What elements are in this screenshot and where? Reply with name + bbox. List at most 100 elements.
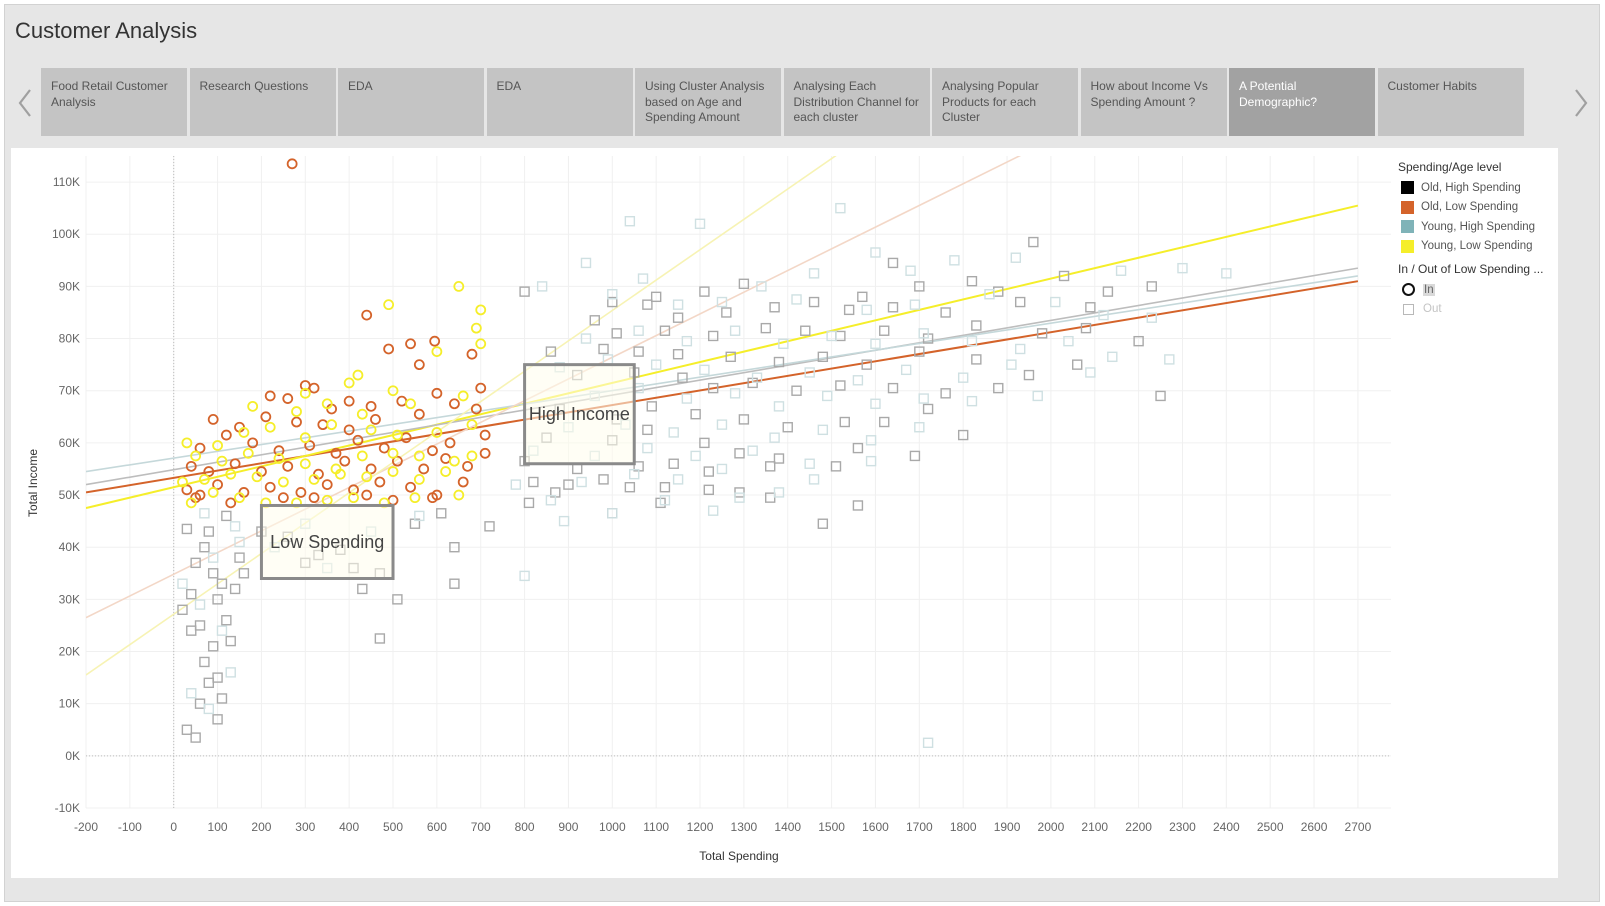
data-point — [721, 307, 732, 318]
data-point — [993, 382, 1004, 394]
data-point — [817, 518, 829, 529]
data-point — [773, 453, 785, 464]
data-point — [264, 481, 276, 493]
data-point — [1010, 252, 1022, 263]
data-point — [773, 401, 785, 412]
x-axis-ticks: -200 -100 0 100 200 300 400 500 600 700 800 900 1000… — [74, 820, 1372, 834]
story-tab[interactable]: EDA — [338, 68, 485, 136]
x-tick-label: 1000 — [599, 820, 626, 834]
data-point — [225, 667, 236, 678]
story-navigator: Food Retail Customer Analysis Research Qu… — [11, 68, 1595, 138]
data-point — [308, 492, 320, 504]
scatter-chart[interactable]: High Income Low Spending -200 -100 0 100 200 3… — [11, 148, 1393, 878]
data-point — [966, 335, 978, 347]
story-next-button[interactable] — [1567, 68, 1595, 138]
data-point — [865, 455, 877, 467]
story-tab[interactable]: Analysing Popular Products for each Clus… — [932, 68, 1079, 136]
data-point — [391, 429, 403, 441]
data-point — [374, 633, 386, 644]
data-point — [475, 338, 487, 350]
data-point — [672, 299, 684, 310]
data-point — [203, 677, 215, 689]
data-point — [186, 688, 197, 699]
legend-item[interactable]: Young, High Spending — [1398, 217, 1558, 237]
story-prev-button[interactable] — [11, 68, 39, 138]
data-point — [199, 508, 210, 519]
data-point — [374, 476, 386, 488]
x-tick-label: 1200 — [687, 820, 714, 834]
data-point — [1098, 309, 1109, 321]
data-point — [216, 578, 228, 589]
trend-line — [86, 267, 1359, 486]
data-point — [413, 473, 425, 485]
data-point — [607, 508, 618, 519]
data-point — [510, 479, 522, 490]
data-point — [545, 495, 557, 506]
data-point — [830, 461, 842, 472]
story-tab[interactable]: Analysing Each Distribution Channel for … — [783, 68, 931, 136]
story-tab[interactable]: Customer Habits — [1377, 68, 1525, 136]
data-point — [361, 489, 373, 501]
x-tick-label: 2200 — [1125, 820, 1152, 834]
data-point — [207, 641, 219, 652]
story-tab[interactable]: A Potential Demographic? — [1229, 68, 1376, 136]
data-point — [273, 445, 285, 457]
data-point — [383, 343, 395, 355]
data-point — [769, 302, 780, 313]
chart-grid — [85, 156, 1393, 809]
data-point — [852, 500, 864, 511]
data-point — [370, 414, 381, 425]
data-point — [186, 625, 197, 636]
x-tick-label: -200 — [74, 820, 98, 834]
data-point — [238, 427, 250, 438]
data-point — [1102, 286, 1114, 297]
data-point — [181, 484, 193, 496]
x-tick-label: 1600 — [862, 820, 889, 834]
annotation-box — [259, 503, 395, 580]
data-point — [852, 375, 864, 386]
data-point — [817, 424, 829, 436]
legend-item[interactable]: Old, Low Spending — [1398, 198, 1558, 218]
data-point — [650, 291, 662, 303]
legend-color-items: Old, High Spending Old, Low Spending Young… — [1398, 178, 1558, 256]
x-tick-label: 2700 — [1345, 820, 1372, 834]
data-point — [734, 448, 745, 459]
story-tab[interactable]: How about Income Vs Spending Amount ? — [1080, 68, 1228, 136]
data-point — [852, 442, 864, 454]
data-point — [449, 542, 460, 553]
data-point — [225, 468, 237, 480]
data-point — [194, 442, 206, 454]
data-point — [413, 408, 425, 420]
y-axis-title: Total Income — [26, 449, 40, 517]
x-tick-label: 100 — [208, 820, 228, 834]
data-point — [800, 325, 811, 336]
data-point — [1032, 390, 1043, 402]
x-tick-label: 300 — [295, 820, 315, 834]
story-tab[interactable]: Food Retail Customer Analysis — [41, 68, 188, 136]
data-point — [1085, 302, 1096, 313]
legend-item[interactable]: Old, High Spending — [1398, 178, 1558, 198]
data-point — [843, 304, 855, 316]
legend-item-in[interactable]: In — [1398, 280, 1558, 300]
data-point — [1036, 328, 1048, 339]
data-point — [207, 487, 219, 498]
y-tick-label: 10K — [59, 697, 80, 711]
legend-item-out[interactable]: Out — [1398, 300, 1558, 320]
data-point — [440, 466, 452, 477]
data-point — [681, 335, 693, 347]
story-tab[interactable]: EDA — [486, 68, 634, 136]
story-tab[interactable]: Research Questions — [189, 68, 337, 136]
story-tab[interactable]: Using Cluster Analysis based on Age and … — [635, 68, 782, 136]
data-point — [466, 450, 478, 462]
x-tick-label: 2600 — [1301, 820, 1328, 834]
data-point — [356, 450, 368, 462]
data-point — [181, 724, 193, 735]
data-point — [940, 307, 951, 318]
legend-label-in: In — [1423, 283, 1435, 296]
data-point — [1072, 359, 1083, 370]
data-point — [282, 460, 294, 472]
data-points — [177, 158, 1232, 748]
y-tick-label: 100K — [52, 227, 80, 241]
legend-item[interactable]: Young, Low Spending — [1398, 237, 1558, 257]
data-point — [190, 732, 201, 743]
